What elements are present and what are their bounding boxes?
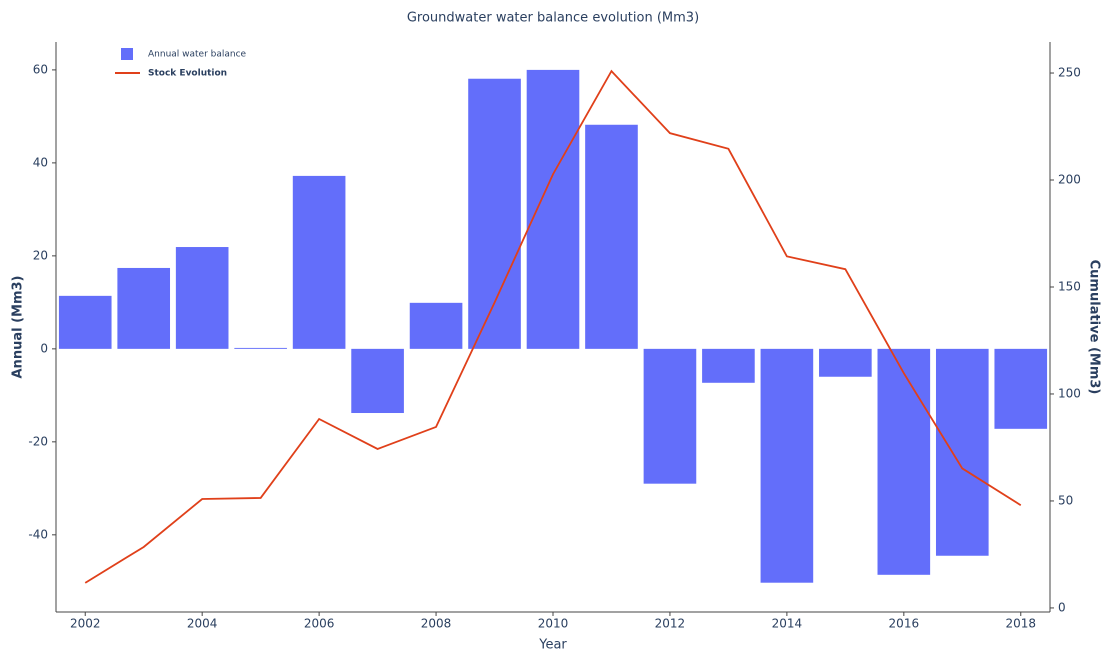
x-tick-label: 2010	[538, 617, 569, 631]
y-axis-title: Annual (Mm3)	[11, 276, 26, 379]
legend-label: Stock Evolution	[148, 69, 227, 79]
y-tick-label: -40	[28, 527, 48, 541]
bar	[935, 348, 989, 556]
bar	[585, 124, 638, 349]
legend-label: Annual water balance	[148, 50, 247, 60]
y-tick-label: 20	[33, 248, 48, 262]
y2-tick-label: 200	[1058, 173, 1081, 187]
x-tick-label: 2014	[772, 617, 803, 631]
bar	[351, 348, 404, 414]
x-tick-label: 2012	[655, 617, 686, 631]
x-tick-label: 2008	[421, 617, 452, 631]
y2-tick-label: 0	[1058, 600, 1066, 614]
x-tick-label: 2004	[187, 617, 218, 631]
bar	[994, 348, 1048, 429]
bar	[819, 348, 872, 377]
y-tick-label: 0	[40, 341, 48, 355]
bar	[877, 348, 931, 575]
bar	[526, 69, 580, 349]
y-tick-label: 40	[33, 155, 48, 169]
y-tick-label: 60	[33, 62, 48, 76]
bar	[292, 175, 346, 349]
y2-tick-label: 250	[1058, 66, 1081, 80]
line	[84, 69, 1022, 584]
x-axis-title: Year	[538, 638, 567, 651]
x-tick-label: 2018	[1005, 617, 1036, 631]
y2-axis-title: Cumulative (Mm3)	[1087, 260, 1102, 395]
bar	[58, 295, 112, 349]
bar	[702, 348, 755, 383]
bar	[760, 348, 814, 583]
bar	[117, 267, 171, 349]
bar	[409, 302, 463, 349]
y2-tick-label: 50	[1058, 493, 1073, 507]
x-tick-label: 2016	[889, 617, 920, 631]
legend-swatch	[121, 48, 133, 60]
y2-tick-label: 100	[1058, 386, 1081, 400]
x-tick-label: 2006	[304, 617, 335, 631]
chart-title: Groundwater water balance evolution (Mm3…	[407, 11, 699, 26]
x-tick-label: 2002	[70, 617, 101, 631]
bar	[468, 78, 521, 349]
bar	[643, 348, 697, 484]
y-tick-label: -20	[28, 434, 48, 448]
y2-tick-label: 150	[1058, 279, 1081, 293]
bar	[234, 347, 287, 349]
bar	[175, 247, 229, 349]
